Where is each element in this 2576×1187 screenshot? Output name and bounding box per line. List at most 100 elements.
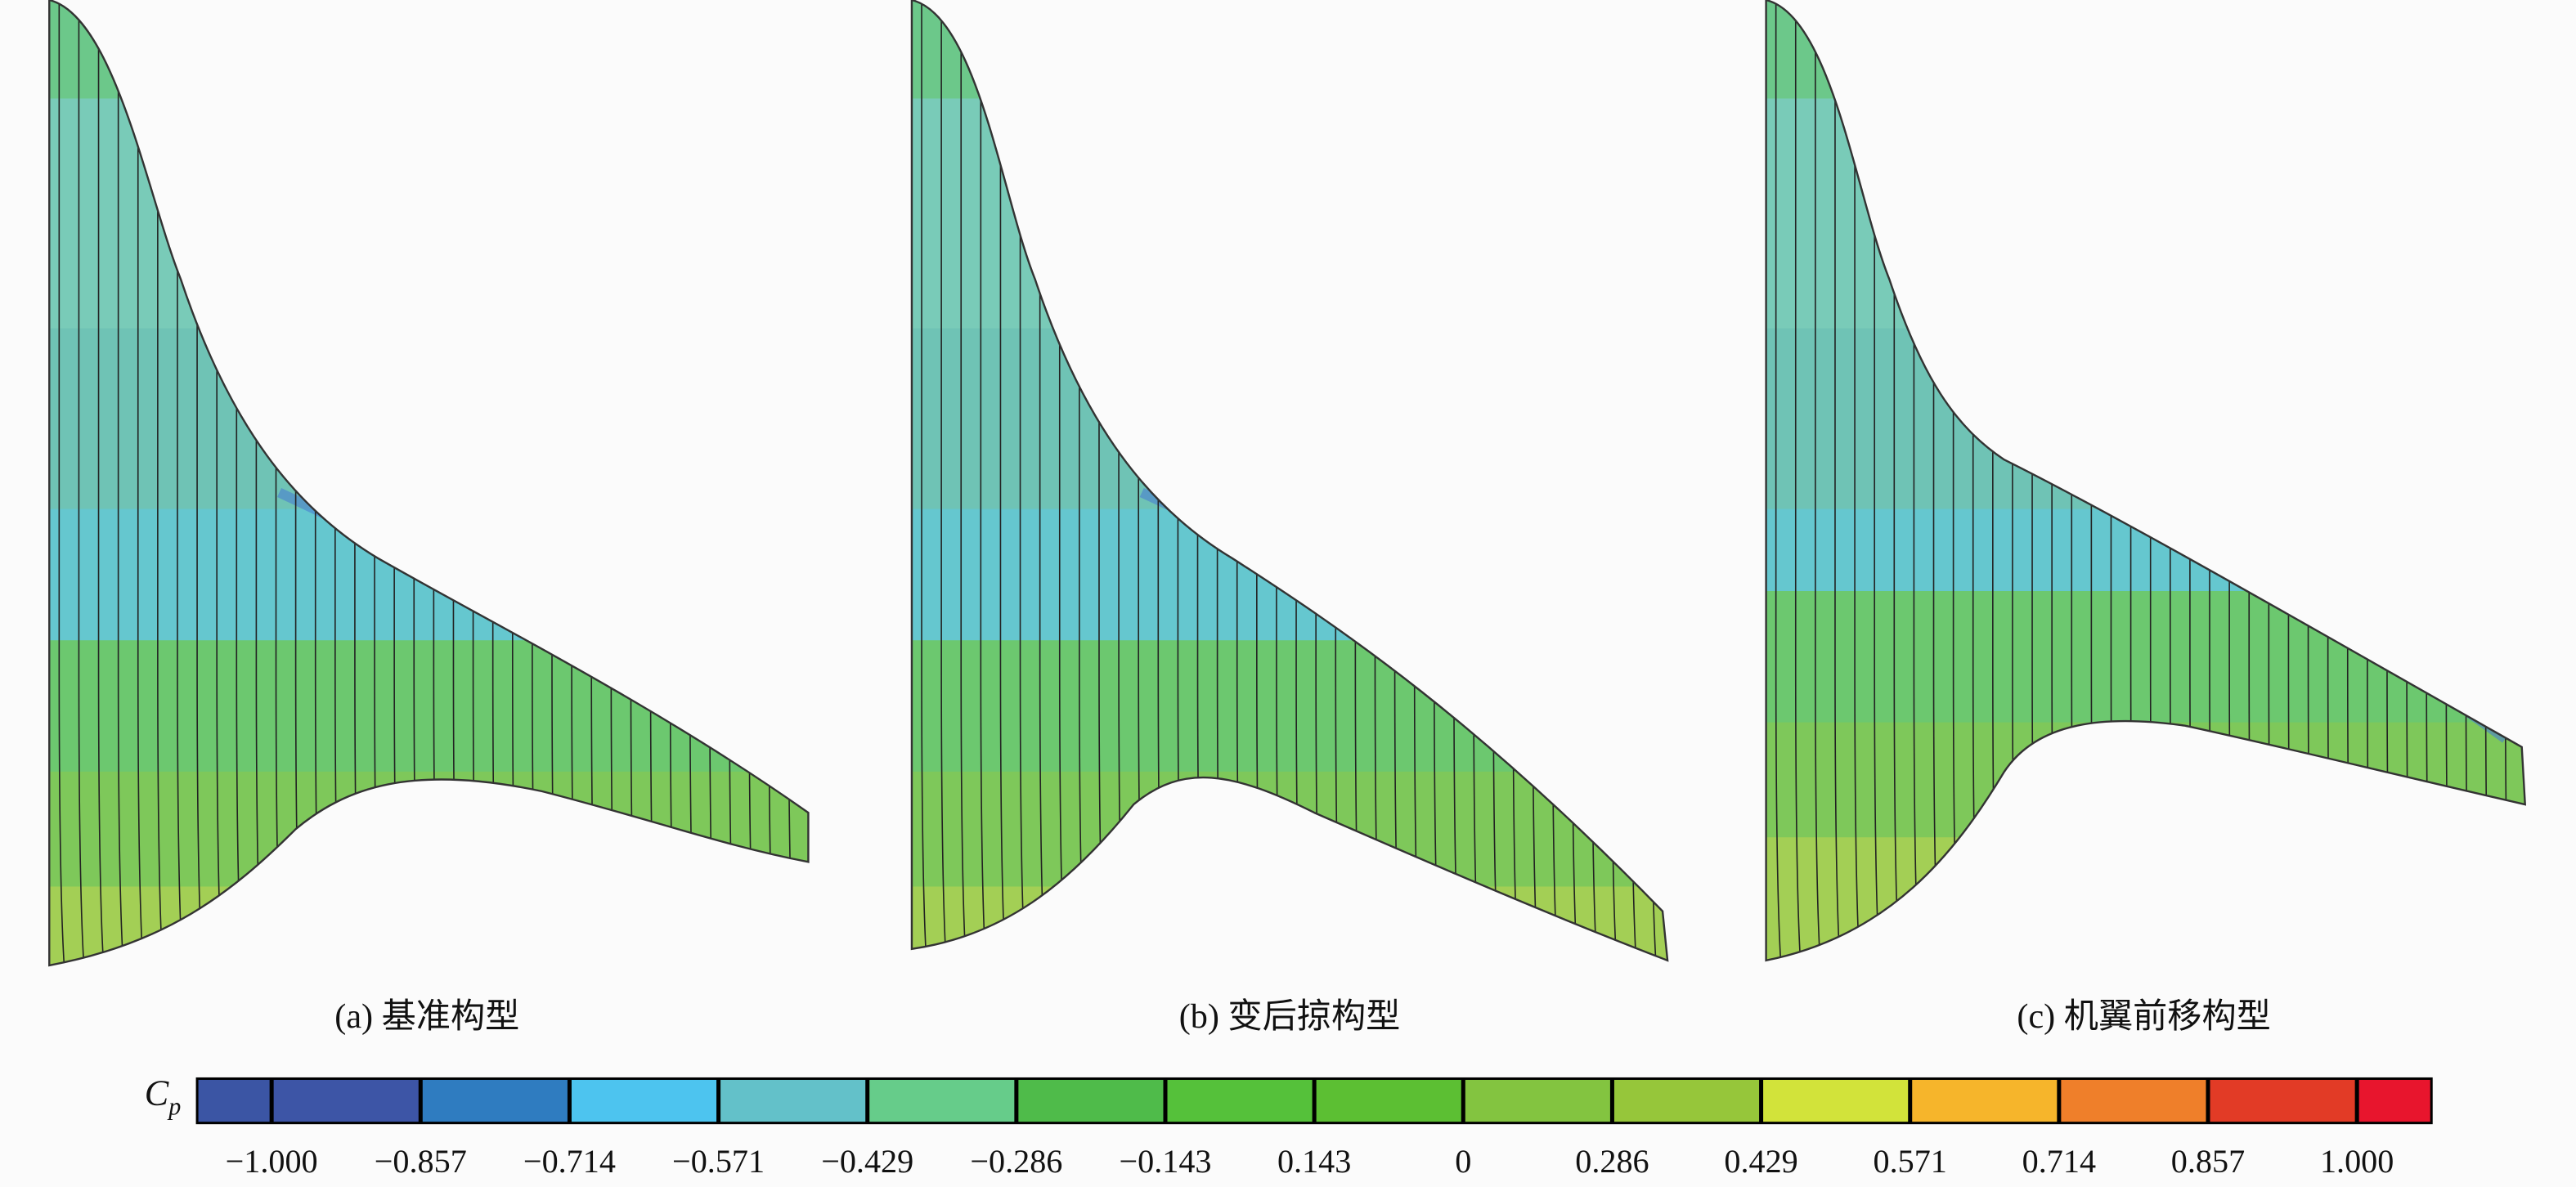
colorbar-tick-label: 1.000 xyxy=(2320,1143,2394,1180)
contour-band xyxy=(49,0,809,132)
streamline xyxy=(551,0,559,965)
streamline xyxy=(689,0,698,965)
streamline xyxy=(1775,0,1784,961)
streamline xyxy=(2465,0,2474,961)
colorbar-tick-label: 0.286 xyxy=(1575,1143,1649,1180)
streamline xyxy=(1913,0,1922,961)
colorbar-segment xyxy=(1165,1078,1315,1123)
streamline xyxy=(1874,0,1883,961)
colorbar-tick-label: −1.000 xyxy=(226,1143,318,1180)
streamline xyxy=(334,0,343,965)
colorbar-segment xyxy=(1761,1078,1910,1123)
streamline xyxy=(1295,0,1304,961)
colorbar-tick-label: 0.857 xyxy=(2171,1143,2245,1180)
streamline xyxy=(649,0,658,965)
streamline xyxy=(2504,0,2513,961)
streamline xyxy=(571,0,579,965)
streamline xyxy=(1216,0,1225,961)
streamline xyxy=(610,0,619,965)
colorbar-segment xyxy=(272,1078,421,1123)
colorbar-segment xyxy=(1463,1078,1613,1123)
colorbar-segment xyxy=(1016,1078,1166,1123)
streamline xyxy=(630,0,639,965)
streamline xyxy=(2406,0,2414,961)
streamline xyxy=(960,0,969,961)
wing-panel xyxy=(911,0,1677,985)
colorbar-tick-label: 0.571 xyxy=(1874,1143,1947,1180)
colorbar-frame xyxy=(195,1077,2433,1125)
streamline xyxy=(2090,0,2099,961)
streamline xyxy=(452,0,461,965)
streamline xyxy=(413,0,422,965)
panel-caption: (a) 基准构型 xyxy=(334,997,519,1036)
streamline xyxy=(2228,0,2237,961)
streamline xyxy=(2071,0,2080,961)
colorbar-tick-label: −0.571 xyxy=(672,1143,765,1180)
streamline xyxy=(1039,0,1048,961)
streamline xyxy=(2524,0,2525,961)
streamline xyxy=(2386,0,2394,961)
colorbar-segment xyxy=(1314,1078,1464,1123)
colorbar-segment xyxy=(1910,1078,2059,1123)
streamline xyxy=(807,0,809,965)
contour-band xyxy=(911,0,1668,132)
colorbar-tick-label: 0.143 xyxy=(1277,1143,1351,1180)
streamline xyxy=(2209,0,2217,961)
streamline xyxy=(940,0,949,961)
wing-panel xyxy=(1766,0,2525,961)
streamline xyxy=(1335,0,1344,961)
streamline xyxy=(2287,0,2296,961)
streamline xyxy=(1315,0,1323,961)
colorbar-segment xyxy=(2357,1078,2432,1123)
colorbar-label-main: C xyxy=(145,1073,169,1113)
colorbar-tick-label: −0.429 xyxy=(821,1143,913,1180)
colorbar-segment xyxy=(420,1078,570,1123)
streamline xyxy=(669,0,678,965)
streamline xyxy=(314,0,323,965)
contour-band xyxy=(1766,0,2525,132)
colorbar-segment xyxy=(2058,1078,2208,1123)
streamline xyxy=(2149,0,2158,961)
colorbar-tick-label: −0.714 xyxy=(523,1143,616,1180)
contour-band xyxy=(49,98,809,361)
streamline xyxy=(1236,0,1245,961)
colorbar-tick-label: −0.286 xyxy=(970,1143,1062,1180)
streamline xyxy=(1177,0,1186,961)
streamline xyxy=(2484,0,2493,961)
streamline xyxy=(1433,0,1442,961)
streamline xyxy=(2346,0,2355,961)
streamline xyxy=(1591,0,1600,961)
panel-caption: (c) 机翼前移构型 xyxy=(2017,997,2270,1036)
streamline xyxy=(2307,0,2316,961)
streamline xyxy=(1854,0,1862,961)
colorbar-segment xyxy=(2208,1078,2358,1123)
colorbar-tick-label: 0.429 xyxy=(1724,1143,1797,1180)
streamline xyxy=(1256,0,1264,961)
streamline xyxy=(2169,0,2178,961)
streamline xyxy=(354,0,362,965)
streamline xyxy=(2189,0,2197,961)
streamline xyxy=(590,0,599,965)
streamline xyxy=(2327,0,2336,961)
contour-band xyxy=(911,98,1668,361)
streamline xyxy=(1671,0,1677,985)
colorbar-tick-label: 0.714 xyxy=(2022,1143,2096,1180)
streamline xyxy=(2110,0,2119,961)
streamline xyxy=(980,0,989,961)
streamline xyxy=(491,0,500,965)
streamline xyxy=(2268,0,2277,961)
streamline xyxy=(393,0,402,965)
streamline xyxy=(433,0,442,965)
streamline xyxy=(472,0,481,965)
streamline xyxy=(1932,0,1941,961)
colorbar-segment xyxy=(569,1078,719,1123)
colorbar-tick-label: −0.857 xyxy=(375,1143,467,1180)
streamline xyxy=(1019,0,1028,961)
streamline xyxy=(1354,0,1363,961)
panel-caption: (b) 变后掠构型 xyxy=(1179,997,1401,1036)
colorbar-label-sub: p xyxy=(167,1093,181,1121)
streamline xyxy=(2248,0,2257,961)
streamline xyxy=(999,0,1008,961)
